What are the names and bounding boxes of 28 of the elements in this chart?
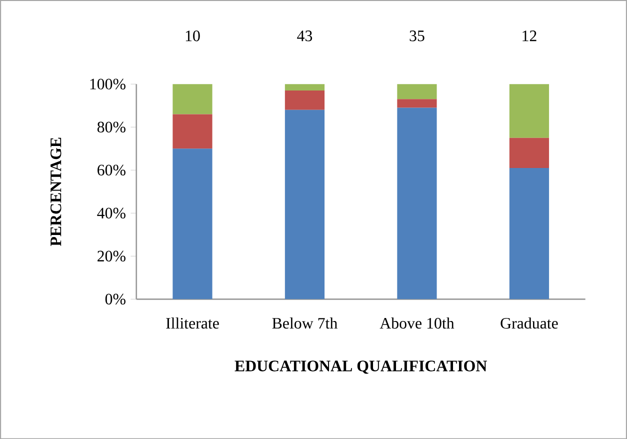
bar (397, 99, 437, 108)
bar (172, 148, 212, 300)
text: 35 (410, 30, 424, 42)
x-tick-label: Below 7th (272, 317, 338, 328)
y-tick-label: 20% (98, 250, 126, 262)
x-tick-label: Illiterate (166, 317, 219, 328)
bar (172, 84, 212, 114)
x-tick-label: Above 10th (380, 317, 454, 328)
y-tick-label: 80% (97, 122, 126, 132)
bar (397, 84, 437, 100)
y-axis-title: PERCENTAGE (50, 138, 62, 246)
y-tick-label: 100% (90, 78, 126, 90)
y-tick-label: 60% (98, 164, 126, 176)
bar (284, 84, 325, 90)
y-tick-label: 0% (105, 294, 126, 304)
bar (284, 90, 325, 110)
x-axis-title: EDUCATIONAL QUALIFICATION (234, 360, 487, 374)
bar (172, 114, 212, 148)
bar (509, 168, 550, 300)
text: 12 (522, 30, 536, 41)
y-tick-label: 40% (97, 208, 126, 218)
text: 10 (186, 30, 200, 42)
bar (509, 84, 550, 138)
bar (397, 108, 437, 300)
text: 43 (297, 30, 312, 42)
x-tick-label: Graduate (500, 317, 558, 328)
bar (284, 110, 325, 300)
bar (509, 138, 550, 168)
